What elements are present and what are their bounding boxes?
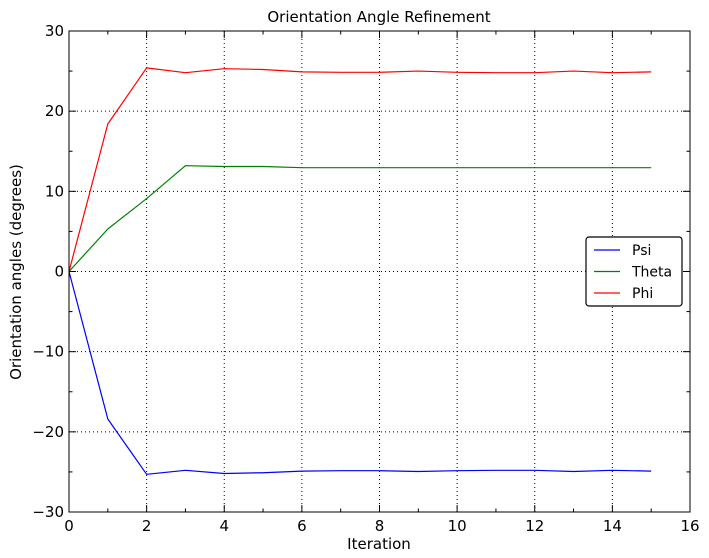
grid <box>69 31 690 512</box>
y-tick-label: 20 <box>45 102 64 120</box>
chart-title: Orientation Angle Refinement <box>267 8 490 26</box>
legend-label-psi: Psi <box>632 243 651 259</box>
y-tick-label: 30 <box>45 22 64 40</box>
series-line-theta <box>68 165 652 272</box>
legend: Psi Theta Phi <box>585 236 683 307</box>
x-tick-label: 16 <box>680 517 699 535</box>
x-tick-label: 12 <box>525 517 544 535</box>
x-tick-label: 2 <box>142 517 152 535</box>
x-tick-label: 8 <box>375 517 385 535</box>
legend-label-theta: Theta <box>631 265 672 281</box>
series-lines <box>68 67 652 475</box>
series-line-phi <box>68 67 652 272</box>
axis-ticks <box>68 30 691 513</box>
y-axis-label: Orientation angles (degrees) <box>7 164 25 380</box>
legend-label-phi: Phi <box>632 286 653 302</box>
x-axis-label: Iteration <box>347 535 411 553</box>
x-tick-label: 14 <box>603 517 622 535</box>
legend-box <box>585 236 683 307</box>
y-tick-label: −10 <box>32 343 64 361</box>
y-tick-label: 10 <box>45 182 64 200</box>
x-tick-label: 4 <box>219 517 229 535</box>
x-tick-label: 10 <box>448 517 467 535</box>
x-tick-label: 6 <box>297 517 307 535</box>
y-tick-label: −20 <box>32 423 64 441</box>
x-tick-label: 0 <box>64 517 74 535</box>
y-tick-label: 0 <box>54 263 64 281</box>
y-tick-label: −30 <box>32 503 64 521</box>
tick-labels: 0 2 4 6 8 10 12 14 16 −30 −20 −10 0 10 20 30 <box>32 22 699 535</box>
series-line-psi <box>68 271 652 475</box>
